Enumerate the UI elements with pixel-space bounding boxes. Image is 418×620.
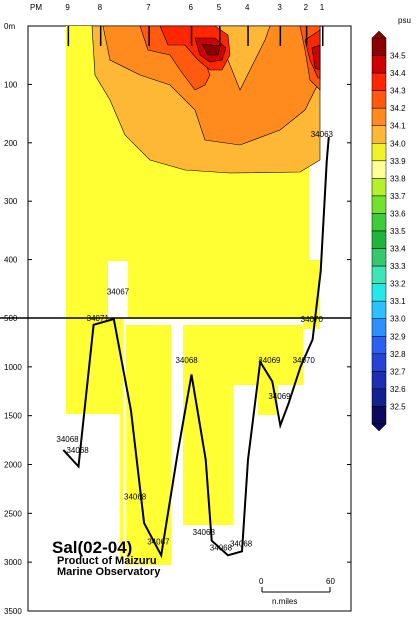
colorbar-swatch-16	[371, 318, 387, 337]
colorbar-swatch-1	[371, 55, 387, 74]
depth-label-0: 0m	[4, 22, 15, 31]
station-label-9: 9	[65, 3, 70, 12]
colorbar-label-17: 32.8	[390, 350, 406, 359]
sample-label-9: 34068	[66, 446, 89, 455]
corner-label: PM	[30, 3, 42, 12]
station-label-3: 3	[277, 3, 282, 12]
station-label-2: 2	[304, 3, 309, 12]
sample-label-10: 34068	[124, 493, 147, 502]
surface-salinity-contours	[91, 25, 321, 174]
station-labels: 9 8 7 6 5 4 3 2 1	[65, 3, 324, 12]
sample-label-4: 34068	[175, 356, 198, 365]
colorbar-label-12: 33.3	[390, 262, 406, 271]
station-label-4: 4	[245, 3, 250, 12]
colorbar-label-0: 34.5	[390, 52, 406, 61]
colorbar-label-5: 34.0	[390, 139, 406, 148]
colorbar-swatch-13	[371, 265, 387, 284]
colorbar-swatch-8	[371, 178, 387, 197]
station-label-6: 6	[189, 3, 194, 12]
sample-label-11: 34067	[147, 538, 170, 547]
colorbar-label-19: 32.6	[390, 385, 406, 394]
colorbar-swatch-17	[371, 336, 387, 355]
station-label-8: 8	[98, 3, 103, 12]
colorbar-swatch-11	[371, 230, 387, 249]
colorbar-label-20: 32.5	[390, 402, 406, 411]
colorbar-swatch-3	[371, 90, 387, 109]
station-markers	[67, 26, 324, 46]
sample-label-5: 34069	[258, 356, 281, 365]
colorbar-top-arrow	[371, 30, 387, 39]
station-label-5: 5	[217, 3, 222, 12]
sample-labels: 34063 34067 34071 34070 34068 34069 34070 34069…	[56, 130, 333, 552]
sample-label-6: 34070	[293, 356, 316, 365]
scalebar-start: 0	[259, 577, 264, 586]
colorbar-label-13: 33.2	[390, 280, 406, 289]
colorbar-swatch-14	[371, 283, 387, 302]
sample-label-0: 34063	[311, 130, 334, 139]
scalebar-end: 60	[326, 577, 335, 586]
colorbar: 34.5 34.4 34.3 34.2 34.1 34.0 33.9 33.8 33.7 33.6…	[371, 30, 406, 432]
depth-label-4: 400	[4, 256, 18, 265]
depth-label-7: 1500	[4, 412, 22, 421]
credit-line-1: Product of Maizuru	[57, 555, 157, 567]
scalebar-unit: n.miles	[272, 597, 297, 606]
colorbar-label-14: 33.1	[390, 297, 406, 306]
depth-label-3: 300	[4, 197, 18, 206]
colorbar-label-2: 34.3	[390, 87, 406, 96]
colorbar-swatch-18	[371, 353, 387, 372]
depth-label-10: 3000	[4, 558, 22, 567]
credit-line-2: Marine Observatory	[57, 566, 161, 578]
colorbar-label-1: 34.4	[390, 69, 406, 78]
station-label-1: 1	[320, 3, 325, 12]
sample-label-14: 34068	[230, 540, 253, 549]
colorbar-swatch-4	[371, 107, 387, 126]
colorbar-swatch-7	[371, 160, 387, 179]
colorbar-label-9: 33.6	[390, 209, 406, 218]
depth-label-2: 200	[4, 139, 18, 148]
depth-label-1: 100	[4, 80, 18, 89]
colorbar-label-16: 32.9	[390, 332, 406, 341]
sample-label-13: 34068	[210, 543, 233, 552]
colorbar-swatch-19	[371, 371, 387, 390]
colorbar-swatch-5	[371, 125, 387, 144]
sample-label-3: 34070	[301, 315, 324, 324]
colorbar-label-8: 33.7	[390, 192, 406, 201]
colorbar-swatch-20	[371, 388, 387, 407]
colorbar-label-11: 33.4	[390, 245, 406, 254]
colorbar-swatch-9	[371, 195, 387, 214]
colorbar-swatch-2	[371, 72, 387, 91]
colorbar-label-7: 33.8	[390, 174, 406, 183]
sample-label-2: 34071	[87, 314, 110, 323]
colorbar-swatch-10	[371, 213, 387, 232]
colorbar-swatch-6	[371, 143, 387, 162]
sample-label-12: 34068	[193, 528, 216, 537]
colorbar-label-3: 34.2	[390, 104, 406, 113]
colorbar-label-15: 33.0	[390, 315, 406, 324]
colorbar-bottom-arrow	[371, 423, 387, 432]
scale-bar: 0 60 n.miles	[259, 577, 335, 606]
colorbar-label-6: 33.9	[390, 157, 406, 166]
depth-label-6: 1000	[4, 363, 22, 372]
chart-title: Sal(02-04)	[52, 538, 132, 557]
colorbar-unit: psu	[398, 16, 411, 25]
contour-34-5b	[311, 44, 321, 71]
colorbar-label-18: 32.7	[390, 367, 406, 376]
colorbar-swatch-21	[371, 406, 387, 425]
depth-label-11: 3500	[4, 607, 22, 616]
bottom-profile-line	[62, 136, 330, 559]
colorbar-swatch-0	[371, 37, 387, 56]
colorbar-swatch-15	[371, 300, 387, 319]
colorbar-label-4: 34.1	[390, 122, 406, 131]
sample-label-7: 34069	[268, 392, 291, 401]
colorbar-label-10: 33.5	[390, 227, 406, 236]
depth-label-8: 2000	[4, 461, 22, 470]
sample-label-1: 34067	[107, 288, 130, 297]
station-label-7: 7	[146, 3, 151, 12]
depth-label-9: 2500	[4, 509, 22, 518]
colorbar-swatch-12	[371, 248, 387, 267]
sample-label-8: 34068	[56, 435, 79, 444]
